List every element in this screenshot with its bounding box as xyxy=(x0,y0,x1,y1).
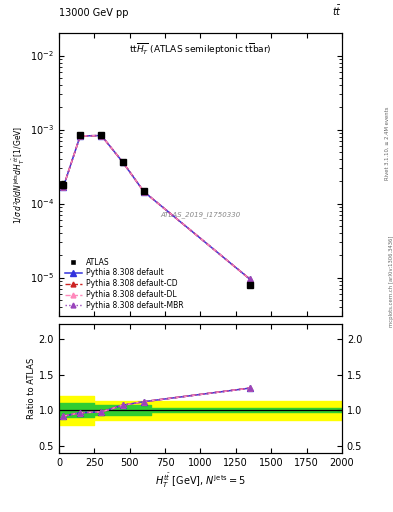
Pythia 8.308 default xyxy=(99,133,104,139)
Pythia 8.308 default-DL xyxy=(248,276,252,282)
Pythia 8.308 default-MBR xyxy=(141,188,146,195)
Pythia 8.308 default-DL xyxy=(141,188,146,195)
Pythia 8.308 default-CD xyxy=(248,276,252,282)
Text: 13000 GeV pp: 13000 GeV pp xyxy=(59,8,129,18)
Pythia 8.308 default-CD xyxy=(61,184,66,190)
Pythia 8.308 default xyxy=(61,184,66,190)
Legend: ATLAS, Pythia 8.308 default, Pythia 8.308 default-CD, Pythia 8.308 default-DL, P: ATLAS, Pythia 8.308 default, Pythia 8.30… xyxy=(63,255,185,312)
Pythia 8.308 default-MBR xyxy=(248,276,252,282)
Text: $t\bar{t}$: $t\bar{t}$ xyxy=(332,4,342,18)
Y-axis label: $1/\sigma\,d^2\!\sigma/dN^{\rm jets}dH_T^{\,t\bar{t}}\,[{\rm 1/GeV}]$: $1/\sigma\,d^2\!\sigma/dN^{\rm jets}dH_T… xyxy=(11,125,27,224)
Y-axis label: Ratio to ATLAS: Ratio to ATLAS xyxy=(27,358,36,419)
Line: Pythia 8.308 default-CD: Pythia 8.308 default-CD xyxy=(61,133,252,282)
Line: Pythia 8.308 default: Pythia 8.308 default xyxy=(60,133,253,282)
Pythia 8.308 default xyxy=(141,188,146,195)
Line: Pythia 8.308 default-MBR: Pythia 8.308 default-MBR xyxy=(61,133,252,282)
Pythia 8.308 default-DL xyxy=(99,133,104,139)
Pythia 8.308 default xyxy=(248,276,252,282)
Text: ${\rm tt}\overline{H_T}$ (ATLAS semileptonic t$\overline{\rm t}$bar): ${\rm tt}\overline{H_T}$ (ATLAS semilept… xyxy=(129,42,272,57)
Pythia 8.308 default-CD xyxy=(141,188,146,195)
X-axis label: $H_T^{t\bar{t}}$ [GeV], $N^{\rm jets} = 5$: $H_T^{t\bar{t}}$ [GeV], $N^{\rm jets} = … xyxy=(155,472,246,490)
Pythia 8.308 default-DL xyxy=(61,184,66,190)
Pythia 8.308 default-MBR xyxy=(78,133,83,139)
Text: ATLAS_2019_I1750330: ATLAS_2019_I1750330 xyxy=(160,211,241,218)
Pythia 8.308 default-DL xyxy=(78,133,83,139)
Pythia 8.308 default-CD xyxy=(120,159,125,165)
Pythia 8.308 default-MBR xyxy=(61,184,66,190)
Pythia 8.308 default-DL xyxy=(120,159,125,165)
Pythia 8.308 default-CD xyxy=(99,133,104,139)
Pythia 8.308 default-MBR xyxy=(120,159,125,165)
Text: mcplots.cern.ch [arXiv:1306.3436]: mcplots.cern.ch [arXiv:1306.3436] xyxy=(389,236,393,327)
Pythia 8.308 default-MBR xyxy=(99,133,104,139)
Pythia 8.308 default-CD xyxy=(78,133,83,139)
Pythia 8.308 default xyxy=(120,159,125,165)
Line: Pythia 8.308 default-DL: Pythia 8.308 default-DL xyxy=(61,133,252,282)
Pythia 8.308 default xyxy=(78,133,83,139)
Text: Rivet 3.1.10, ≥ 2.4M events: Rivet 3.1.10, ≥ 2.4M events xyxy=(385,106,389,180)
